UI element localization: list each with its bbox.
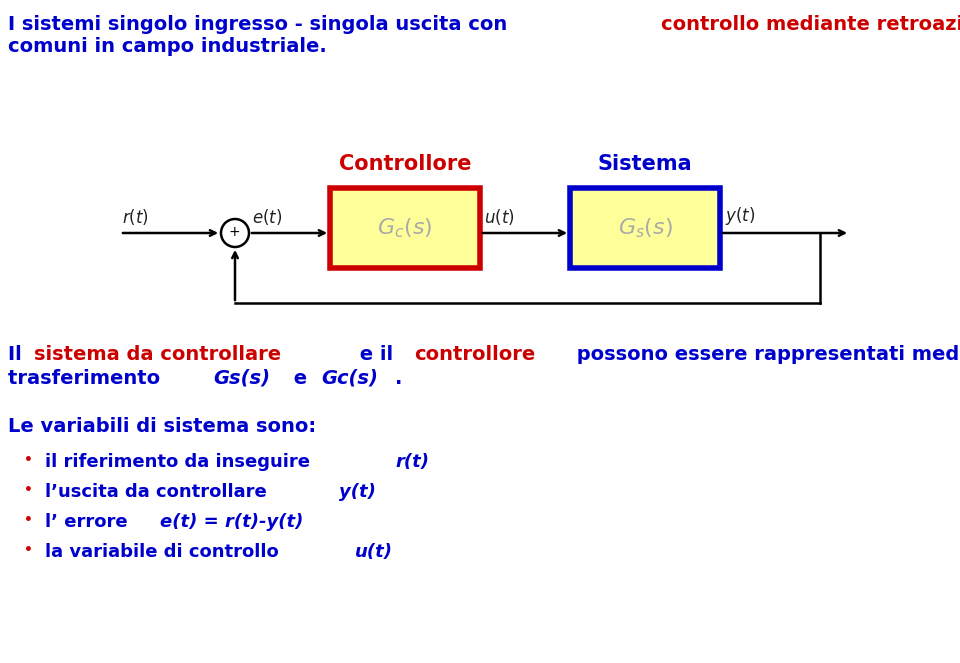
Text: sistema da controllare: sistema da controllare [35, 345, 281, 364]
Text: •: • [24, 453, 33, 467]
FancyBboxPatch shape [330, 188, 480, 268]
Text: u(t): u(t) [354, 543, 393, 561]
Text: l’uscita da controllare: l’uscita da controllare [45, 483, 273, 501]
Text: •: • [24, 513, 33, 527]
Text: $G_c(s)$: $G_c(s)$ [377, 216, 433, 240]
Text: comuni in campo industriale.: comuni in campo industriale. [8, 37, 326, 56]
Text: il riferimento da inseguire: il riferimento da inseguire [45, 453, 316, 471]
Text: la variabile di controllo: la variabile di controllo [45, 543, 285, 561]
Text: +: + [228, 225, 240, 239]
Text: Sistema: Sistema [598, 154, 692, 174]
Text: Il: Il [8, 345, 29, 364]
Text: l’ errore: l’ errore [45, 513, 133, 531]
Text: $e(t)$: $e(t)$ [252, 207, 282, 227]
Text: trasferimento: trasferimento [8, 369, 167, 388]
Text: $G_s(s)$: $G_s(s)$ [617, 216, 673, 240]
Text: r(t): r(t) [395, 453, 429, 471]
Text: e(t) = r(t)-y(t): e(t) = r(t)-y(t) [159, 513, 303, 531]
Text: Controllore: Controllore [339, 154, 471, 174]
Text: e il: e il [353, 345, 400, 364]
Text: $u(t)$: $u(t)$ [484, 207, 515, 227]
Text: controllo mediante retroazione: controllo mediante retroazione [660, 15, 960, 34]
Text: Le variabili di sistema sono:: Le variabili di sistema sono: [8, 417, 316, 436]
Text: controllore: controllore [414, 345, 535, 364]
Text: $y(t)$: $y(t)$ [725, 205, 756, 227]
Text: .: . [395, 369, 402, 388]
Text: •: • [24, 483, 33, 497]
Text: Gc(s): Gc(s) [322, 369, 378, 388]
Text: e: e [286, 369, 313, 388]
Text: y(t): y(t) [339, 483, 376, 501]
Text: $r(t)$: $r(t)$ [122, 207, 149, 227]
FancyBboxPatch shape [570, 188, 720, 268]
Text: I sistemi singolo ingresso - singola uscita con: I sistemi singolo ingresso - singola usc… [8, 15, 514, 34]
Text: possono essere rappresentati mediante le rispettive funzioni di: possono essere rappresentati mediante le… [570, 345, 960, 364]
Text: •: • [24, 543, 33, 557]
Text: Gs(s): Gs(s) [213, 369, 270, 388]
